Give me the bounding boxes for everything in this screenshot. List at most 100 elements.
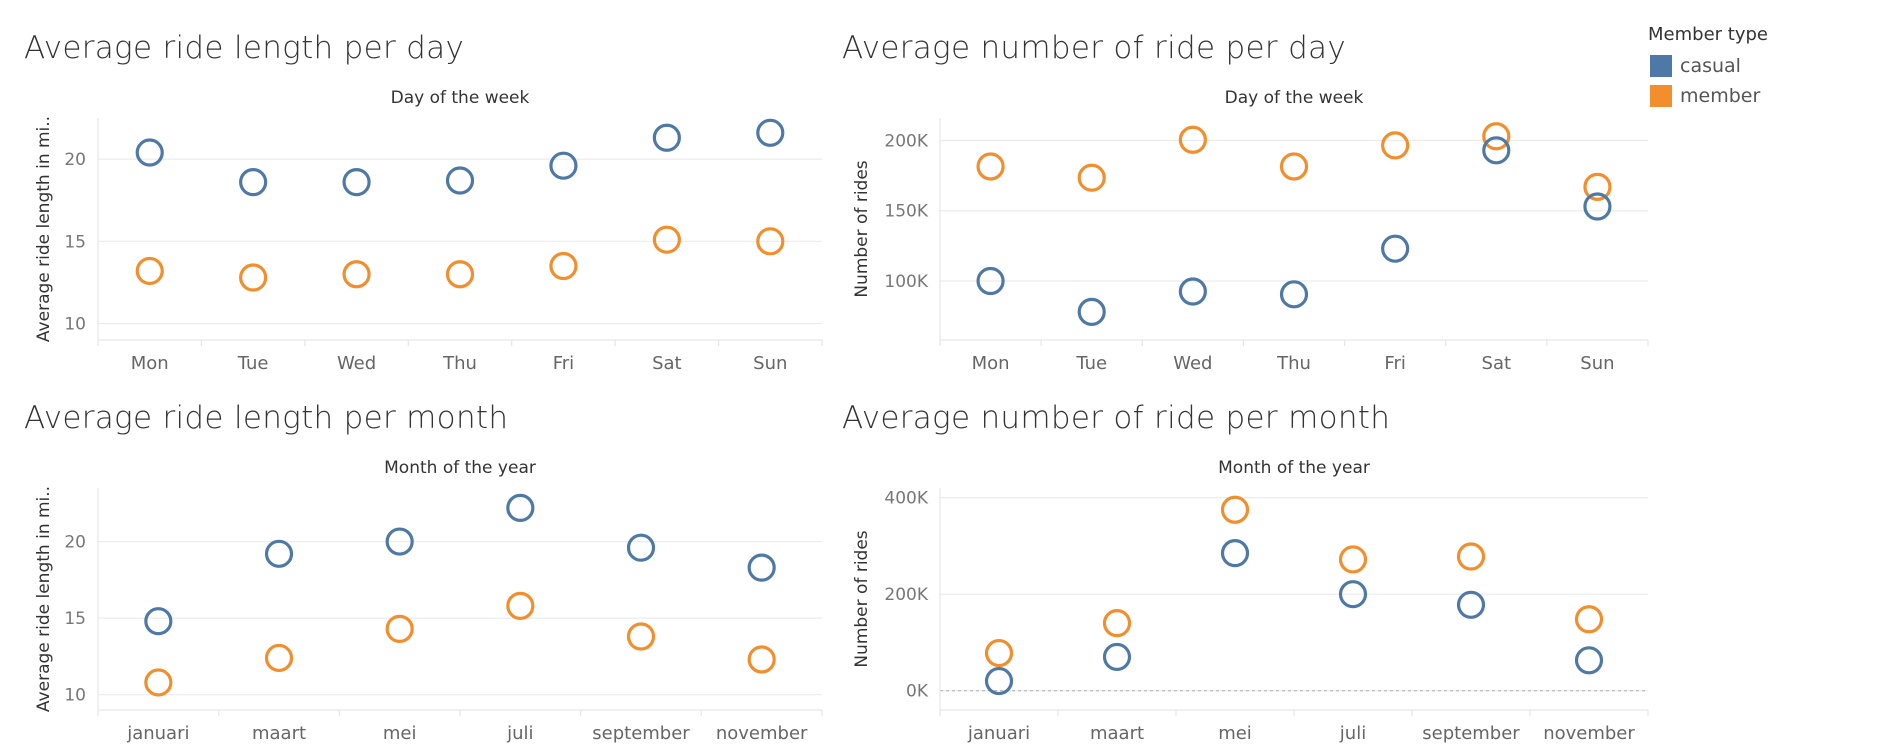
point-casual[interactable]	[1102, 642, 1132, 672]
y-tick-label: 100K	[884, 272, 928, 292]
legend-swatch-casual	[1650, 55, 1672, 77]
point-casual[interactable]	[1381, 234, 1410, 263]
point-casual[interactable]	[1482, 136, 1511, 165]
x-tick-label: Thu	[1276, 353, 1311, 374]
legend-item-casual[interactable]: casual	[1648, 51, 1768, 81]
point-casual[interactable]	[976, 266, 1005, 296]
y-tick-label: 15	[64, 232, 86, 252]
x-tick-label: Thu	[442, 353, 477, 374]
point-casual[interactable]	[144, 607, 173, 636]
point-casual[interactable]	[135, 138, 164, 167]
x-tick-label: Tue	[1075, 353, 1107, 374]
chart-title: Average ride length per day	[24, 30, 465, 66]
point-member[interactable]	[626, 622, 656, 651]
x-tick-label: Mon	[972, 353, 1010, 374]
legend-label-member: member	[1680, 85, 1761, 107]
chart-title: Average number of ride per month	[842, 400, 1391, 436]
y-axis-title: Average ride length in mi..	[34, 486, 54, 712]
point-member[interactable]	[385, 614, 414, 643]
legend[interactable]: Member type casual member	[1648, 24, 1768, 111]
point-casual[interactable]	[652, 123, 681, 152]
point-member[interactable]	[549, 251, 578, 281]
point-member[interactable]	[756, 227, 785, 256]
point-member[interactable]	[1583, 172, 1612, 201]
point-member[interactable]	[1482, 122, 1511, 151]
point-member[interactable]	[652, 225, 681, 254]
point-member[interactable]	[239, 263, 268, 292]
x-tick-label: Sat	[652, 353, 682, 374]
legend-item-member[interactable]: member	[1648, 81, 1768, 111]
point-member[interactable]	[144, 668, 173, 697]
point-casual[interactable]	[984, 666, 1014, 696]
point-casual[interactable]	[1279, 280, 1309, 309]
point-member[interactable]	[1178, 125, 1207, 154]
x-axis-title: Day of the week	[1225, 88, 1364, 108]
point-casual[interactable]	[1178, 277, 1207, 306]
x-tick-label: Mon	[131, 353, 169, 374]
x-tick-label: Sun	[1580, 353, 1614, 374]
x-tick-label: Wed	[337, 353, 376, 374]
point-member[interactable]	[1381, 131, 1410, 160]
point-casual[interactable]	[1338, 580, 1368, 609]
point-member[interactable]	[976, 152, 1005, 181]
point-casual[interactable]	[264, 539, 294, 568]
point-casual[interactable]	[1220, 539, 1250, 568]
point-casual[interactable]	[239, 168, 268, 197]
chart-title: Average number of ride per day	[842, 30, 1346, 66]
x-tick-label: juli	[1339, 723, 1366, 744]
point-casual[interactable]	[385, 527, 414, 556]
y-tick-label: 200K	[884, 585, 928, 605]
x-tick-label: Fri	[553, 353, 574, 374]
x-axis-title: Day of the week	[391, 88, 530, 108]
point-member[interactable]	[747, 645, 776, 674]
point-member[interactable]	[1338, 545, 1368, 574]
chart-title: Average ride length per month	[24, 400, 509, 436]
y-axis-title: Average ride length in mi..	[34, 116, 54, 342]
point-casual[interactable]	[506, 493, 535, 523]
y-tick-label: 15	[64, 609, 86, 629]
point-casual[interactable]	[626, 533, 656, 562]
x-tick-label: maart	[1090, 723, 1144, 744]
x-axis-title: Month of the year	[384, 458, 536, 478]
x-tick-label: Wed	[1173, 353, 1212, 374]
point-member[interactable]	[1077, 163, 1106, 192]
x-tick-label: september	[1422, 723, 1520, 744]
point-casual[interactable]	[747, 553, 776, 582]
y-tick-label: 0K	[906, 682, 929, 702]
point-member[interactable]	[1279, 152, 1309, 181]
point-casual[interactable]	[1077, 297, 1106, 326]
point-casual[interactable]	[1456, 590, 1486, 619]
x-tick-label: mei	[1218, 723, 1252, 744]
point-casual[interactable]	[342, 168, 371, 197]
x-tick-label: Sun	[753, 353, 787, 374]
point-member[interactable]	[1456, 542, 1486, 571]
x-tick-label: september	[592, 723, 690, 744]
point-casual[interactable]	[1574, 646, 1604, 675]
x-tick-label: Sat	[1482, 353, 1512, 374]
y-tick-label: 10	[64, 315, 86, 335]
point-member[interactable]	[445, 260, 475, 289]
point-member[interactable]	[1220, 495, 1250, 524]
legend-label-casual: casual	[1680, 55, 1741, 77]
point-member[interactable]	[342, 260, 371, 289]
point-casual[interactable]	[756, 118, 785, 147]
point-member[interactable]	[506, 591, 535, 620]
point-casual[interactable]	[1583, 192, 1612, 221]
point-casual[interactable]	[549, 151, 578, 180]
y-tick-label: 150K	[884, 202, 928, 222]
point-member[interactable]	[984, 638, 1014, 668]
point-casual[interactable]	[445, 166, 475, 195]
point-member[interactable]	[135, 256, 164, 286]
y-tick-label: 200K	[884, 131, 928, 151]
point-member[interactable]	[1574, 605, 1604, 634]
y-tick-label: 20	[64, 533, 86, 553]
point-member[interactable]	[264, 643, 294, 673]
x-axis-title: Month of the year	[1218, 458, 1370, 478]
x-tick-label: mei	[383, 723, 417, 744]
y-tick-label: 10	[64, 686, 86, 706]
point-member[interactable]	[1102, 609, 1132, 638]
x-tick-label: november	[716, 723, 808, 744]
